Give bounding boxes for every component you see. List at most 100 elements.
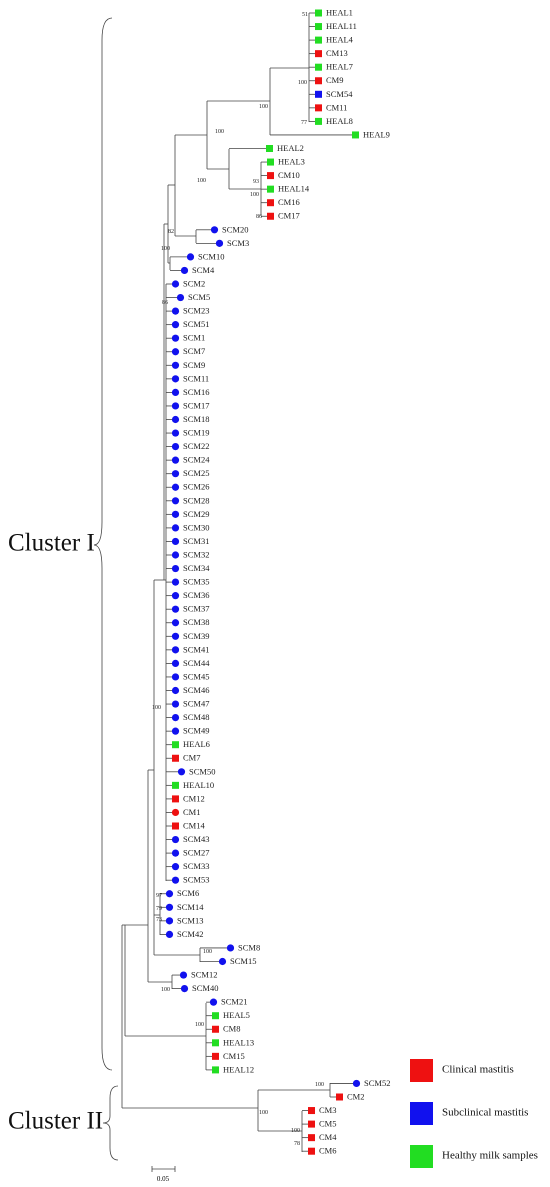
leaf-marker — [171, 388, 180, 396]
leaf-label: SCM24 — [183, 455, 210, 465]
leaf-label: SCM25 — [183, 468, 209, 478]
leaf-marker — [215, 239, 224, 247]
leaf-label: HEAL12 — [223, 1064, 254, 1074]
leaf-label: SCM35 — [183, 577, 209, 587]
leaf-marker — [267, 185, 274, 193]
leaf-marker — [172, 822, 179, 830]
leaf-label: SCM15 — [230, 956, 256, 966]
leaf-label: CM6 — [319, 1146, 336, 1156]
bootstrap-value: 100 — [250, 192, 259, 198]
bootstrap-value: 100 — [215, 129, 224, 135]
leaf-label: HEAL14 — [278, 184, 310, 194]
leaf-label: CM8 — [223, 1024, 240, 1034]
leaf-label: CM4 — [319, 1132, 337, 1142]
leaf-marker — [315, 77, 322, 85]
bootstrap-value: 100 — [259, 1110, 268, 1116]
leaf-marker — [308, 1120, 315, 1128]
leaf-marker — [171, 415, 180, 424]
leaf-label: HEAL7 — [326, 62, 353, 72]
bootstrap-value: 100 — [161, 246, 170, 252]
leaf-marker — [336, 1093, 343, 1101]
leaf-marker — [210, 226, 219, 234]
cluster-label: Cluster I — [8, 530, 95, 557]
leaf-marker — [171, 321, 180, 329]
leaf-label: SCM51 — [183, 319, 209, 329]
leaf-label: SCM1 — [183, 333, 205, 343]
leaf-label: CM17 — [278, 211, 300, 221]
leaf-marker — [315, 117, 322, 125]
leaf-marker — [212, 1025, 219, 1033]
leaf-marker — [176, 293, 185, 302]
leaf-marker — [171, 659, 180, 668]
legend-swatch — [410, 1059, 433, 1082]
leaf-label: HEAL13 — [223, 1037, 254, 1047]
legend-swatch — [410, 1102, 433, 1125]
leaf-label: SCM18 — [183, 414, 209, 424]
leaf-marker — [315, 36, 322, 44]
leaf-label: SCM19 — [183, 428, 209, 438]
legend-label: Subclinical mastitis — [442, 1107, 528, 1119]
leaf-label: SCM14 — [177, 902, 204, 912]
leaf-marker — [186, 253, 195, 261]
leaf-marker — [180, 266, 189, 275]
bootstrap-value: 86 — [256, 214, 262, 220]
leaf-marker — [172, 795, 179, 803]
leaf-label: CM12 — [183, 793, 205, 803]
leaf-label: SCM52 — [364, 1078, 390, 1088]
leaf-label: HEAL10 — [183, 780, 214, 790]
leaf-marker — [218, 957, 227, 966]
leaf-label: SCM43 — [183, 834, 209, 844]
leaf-marker — [171, 673, 180, 681]
leaf-label: SCM40 — [192, 983, 218, 993]
leaf-marker — [267, 158, 274, 166]
leaf-marker — [212, 1012, 219, 1020]
leaf-label: HEAL5 — [223, 1010, 250, 1020]
leaf-label: SCM33 — [183, 861, 209, 871]
leaf-marker — [171, 551, 180, 559]
bootstrap-value: 93 — [253, 179, 259, 185]
leaf-label: SCM21 — [221, 997, 247, 1007]
leaf-marker — [171, 307, 180, 315]
leaf-marker — [171, 632, 180, 640]
bootstrap-value: 100 — [291, 1128, 300, 1134]
leaf-label: SCM8 — [238, 942, 260, 952]
leaf-marker — [165, 890, 174, 898]
leaf-label: SCM53 — [183, 875, 209, 885]
leaf-marker — [352, 1079, 361, 1088]
bootstrap-value: 100 — [161, 987, 170, 993]
leaf-marker — [308, 1107, 315, 1115]
leaf-label: HEAL1 — [326, 7, 353, 17]
leaf-marker — [267, 172, 274, 180]
bootstrap-value: 100 — [298, 80, 307, 86]
leaf-marker — [171, 646, 180, 654]
leaf-label: CM13 — [326, 48, 348, 58]
leaf-marker — [171, 348, 180, 356]
leaf-marker — [171, 443, 180, 451]
leaf-marker — [267, 199, 274, 207]
leaf-label: SCM42 — [177, 929, 203, 939]
leaf-marker — [180, 985, 189, 993]
leaf-label: HEAL9 — [363, 129, 390, 139]
bootstrap-value: 79 — [156, 906, 162, 912]
leaf-label: HEAL4 — [326, 35, 354, 45]
leaf-marker — [171, 727, 180, 735]
leaf-label: SCM47 — [183, 699, 209, 709]
bootstrap-value: 100 — [315, 1082, 324, 1088]
leaf-label: SCM38 — [183, 617, 209, 627]
bootstrap-value: 100 — [195, 1022, 204, 1028]
leaf-label: CM9 — [326, 75, 343, 85]
leaf-marker — [226, 944, 235, 952]
leaf-label: SCM13 — [177, 915, 203, 925]
bootstrap-value: 82 — [168, 229, 174, 235]
leaf-label: SCM49 — [183, 726, 209, 736]
leaf-marker — [171, 334, 180, 342]
leaf-marker — [171, 483, 180, 491]
leaf-label: SCM27 — [183, 848, 209, 858]
leaf-marker — [315, 90, 322, 98]
leaf-marker — [308, 1134, 315, 1142]
leaf-label: CM16 — [278, 197, 300, 207]
leaf-label: SCM32 — [183, 549, 209, 559]
leaf-marker — [165, 903, 174, 911]
branches — [121, 12, 353, 1152]
leaf-label: CM5 — [319, 1119, 336, 1129]
